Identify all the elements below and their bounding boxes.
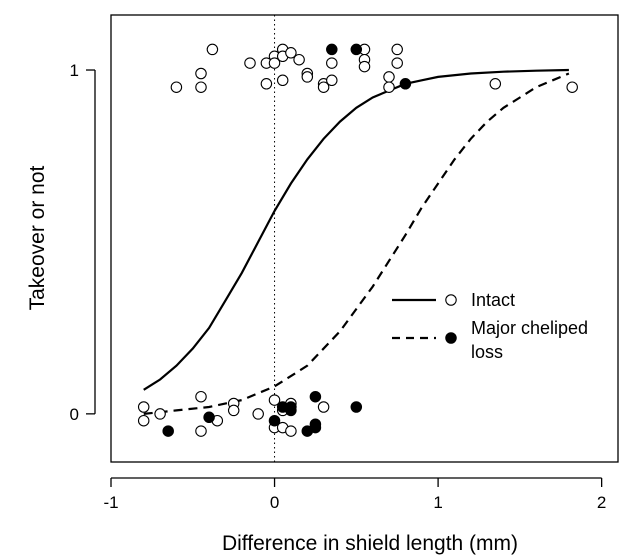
intact-point: [285, 47, 297, 59]
intact-point: [358, 60, 371, 73]
intact-point: [195, 425, 207, 437]
intact-point: [252, 408, 264, 420]
intact-point: [268, 57, 281, 69]
intact-point: [195, 390, 207, 403]
y-axis-label: Takeover or not: [26, 165, 49, 310]
intact-point: [227, 404, 240, 417]
legend: Intact Major cheliped loss: [392, 290, 588, 362]
intact-point: [391, 57, 403, 69]
intact-point: [301, 71, 314, 83]
y-tick-label: 1: [70, 61, 79, 80]
x-tick-label: 2: [597, 493, 606, 512]
legend-label: loss: [471, 342, 503, 362]
x-tick-label: 1: [433, 493, 442, 512]
intact-point: [293, 53, 305, 66]
data-points: [137, 43, 578, 437]
intact-point: [268, 394, 281, 406]
intact-point: [154, 408, 166, 420]
major-cheliped-loss-point: [268, 414, 281, 427]
major-cheliped-loss-point: [399, 78, 412, 90]
x-axis: -1 0 1 2: [103, 477, 606, 512]
major-cheliped-loss-curve: [143, 72, 570, 415]
x-tick-label: 0: [270, 493, 279, 512]
intact-curve: [143, 68, 569, 391]
major-cheliped-loss-point: [162, 425, 174, 437]
y-axis: 01: [70, 61, 96, 424]
intact-point: [244, 57, 256, 69]
intact-point: [285, 425, 297, 437]
intact-point: [260, 78, 273, 90]
x-axis-label: Difference in shield length (mm): [222, 532, 518, 555]
intact-point: [383, 71, 395, 83]
fitted-curves: [143, 68, 570, 415]
legend-marker: [445, 332, 457, 344]
y-tick-label: 0: [70, 405, 79, 424]
intact-point: [195, 67, 207, 80]
intact-point: [195, 81, 207, 93]
intact-point: [391, 43, 403, 56]
intact-point: [137, 414, 150, 427]
intact-point: [326, 57, 338, 69]
intact-point: [566, 81, 578, 93]
major-cheliped-loss-point: [309, 390, 322, 403]
intact-point: [276, 74, 289, 87]
intact-point: [317, 401, 330, 413]
x-tick-label: -1: [103, 493, 118, 512]
legend-marker: [445, 294, 457, 306]
major-cheliped-loss-point: [350, 401, 363, 413]
major-cheliped-loss-point: [326, 43, 338, 56]
intact-point: [137, 401, 150, 413]
legend-label: Major cheliped: [471, 318, 588, 338]
legend-label: Intact: [471, 290, 515, 310]
major-cheliped-loss-point: [203, 411, 215, 424]
major-cheliped-loss-point: [285, 404, 297, 417]
plot-frame: [110, 14, 619, 463]
intact-point: [489, 78, 502, 90]
major-cheliped-loss-point: [350, 43, 363, 56]
intact-point: [326, 74, 338, 87]
intact-point: [206, 43, 219, 56]
intact-point: [317, 81, 330, 93]
major-cheliped-loss-point: [309, 421, 322, 434]
intact-point: [383, 81, 395, 93]
intact-point: [170, 81, 183, 93]
